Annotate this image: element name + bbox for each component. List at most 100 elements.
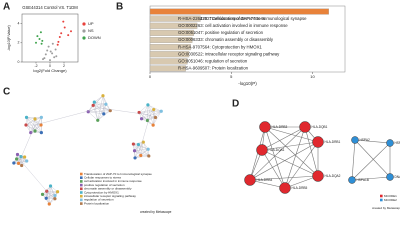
network-edge: [30, 117, 42, 133]
network-edge: [97, 104, 107, 121]
point: [49, 59, 51, 62]
network-edge: [135, 155, 149, 159]
network-edge: [264, 126, 286, 189]
network-edge: [94, 101, 106, 105]
network-node: [39, 131, 43, 135]
node-label: HSPA1B: [357, 178, 369, 182]
network-edge: [140, 149, 149, 156]
network-edge: [93, 95, 104, 106]
legend-label: Translocation of ZAP-70 to Immunological…: [84, 172, 152, 176]
network-edge: [99, 107, 151, 116]
network-edge: [25, 117, 42, 126]
point: [55, 55, 58, 58]
network-edge: [49, 195, 56, 205]
point: [36, 35, 39, 38]
network-node: [279, 182, 291, 194]
network-node: [92, 100, 96, 104]
point: [51, 42, 54, 45]
legend-swatch: [80, 194, 83, 198]
network-node: [256, 144, 268, 156]
network-edge: [147, 104, 156, 118]
network-edge: [134, 142, 144, 158]
network-node: [299, 121, 311, 133]
legend-swatch: [80, 183, 83, 187]
network-edge: [249, 175, 319, 181]
network-edge: [138, 104, 149, 113]
node-label: HSPA1A: [395, 141, 400, 145]
network-edge: [134, 144, 139, 158]
network-edge: [19, 159, 51, 196]
network-node: [24, 123, 28, 127]
network-node: [91, 103, 95, 107]
network-edge: [30, 118, 36, 133]
bar: [149, 44, 191, 51]
network-edge: [88, 104, 106, 112]
point: [67, 34, 70, 37]
network-node: [53, 194, 57, 198]
network-edge: [17, 154, 22, 166]
point: [51, 52, 54, 55]
category-label: R-HSA-9707564: Cytoprotection by HMOX1: [178, 44, 262, 49]
point: [38, 37, 41, 40]
network-node: [29, 131, 33, 135]
bar: [149, 65, 186, 72]
network-node: [146, 147, 150, 151]
point: [39, 31, 42, 34]
network-edge: [50, 185, 56, 196]
network-edge: [139, 112, 156, 118]
credit: created by Metascape: [372, 206, 400, 210]
y-tick-label: 4: [18, 22, 20, 26]
network-edge: [88, 111, 98, 121]
network-node: [351, 136, 359, 144]
network-edge: [138, 144, 149, 157]
network-edge: [42, 194, 56, 196]
network-node: [44, 196, 48, 200]
network-node: [139, 153, 143, 158]
node-label: HLA-DQB1: [312, 125, 328, 129]
network-node: [24, 115, 29, 119]
legend-swatch: [80, 180, 83, 183]
network-edge: [19, 124, 36, 161]
x-tick-label: 10: [310, 74, 315, 79]
network-edge: [351, 142, 391, 181]
legend-label: NS: [88, 28, 94, 33]
point: [56, 43, 59, 46]
node-label: HLA-DRB5: [292, 186, 308, 190]
network-edge: [139, 111, 162, 113]
x-tick-label: 5: [230, 74, 233, 79]
category-label: GO:0002263: cell activation involved in …: [178, 23, 288, 28]
legend-swatch: [80, 176, 83, 179]
y-axis-label: -log10(P.Value): [7, 24, 11, 50]
point: [44, 53, 47, 56]
point: [47, 45, 50, 48]
network-edge: [46, 185, 51, 199]
network-node: [48, 184, 53, 188]
node-label: HLA-DRB3: [272, 125, 288, 129]
legend-swatch: [82, 29, 86, 33]
network-node: [312, 170, 324, 182]
point: [58, 36, 61, 39]
x-tick-label: 0: [149, 74, 152, 79]
network-node: [47, 202, 51, 206]
network-node: [104, 102, 108, 106]
bar: [149, 22, 198, 29]
x-tick-label: -2: [34, 64, 37, 68]
network-edge: [133, 143, 149, 157]
point: [43, 57, 46, 60]
network-edge: [42, 191, 58, 195]
network-edge: [261, 141, 319, 151]
network-node: [33, 129, 37, 133]
x-axis-label: -log10(P): [238, 81, 257, 86]
network-edge: [88, 110, 111, 112]
network-edge: [351, 139, 356, 181]
network-edge: [249, 141, 319, 181]
category-label: R-HSA-2262752: Cellular responses to str…: [178, 16, 265, 21]
network-node: [259, 121, 271, 133]
network-edge: [94, 102, 104, 114]
network-edge: [26, 117, 31, 133]
legend-label: DOWN: [88, 35, 101, 40]
network-node: [348, 176, 356, 184]
network-edge: [97, 110, 111, 121]
network-edge: [140, 142, 144, 156]
network-node: [153, 115, 158, 120]
